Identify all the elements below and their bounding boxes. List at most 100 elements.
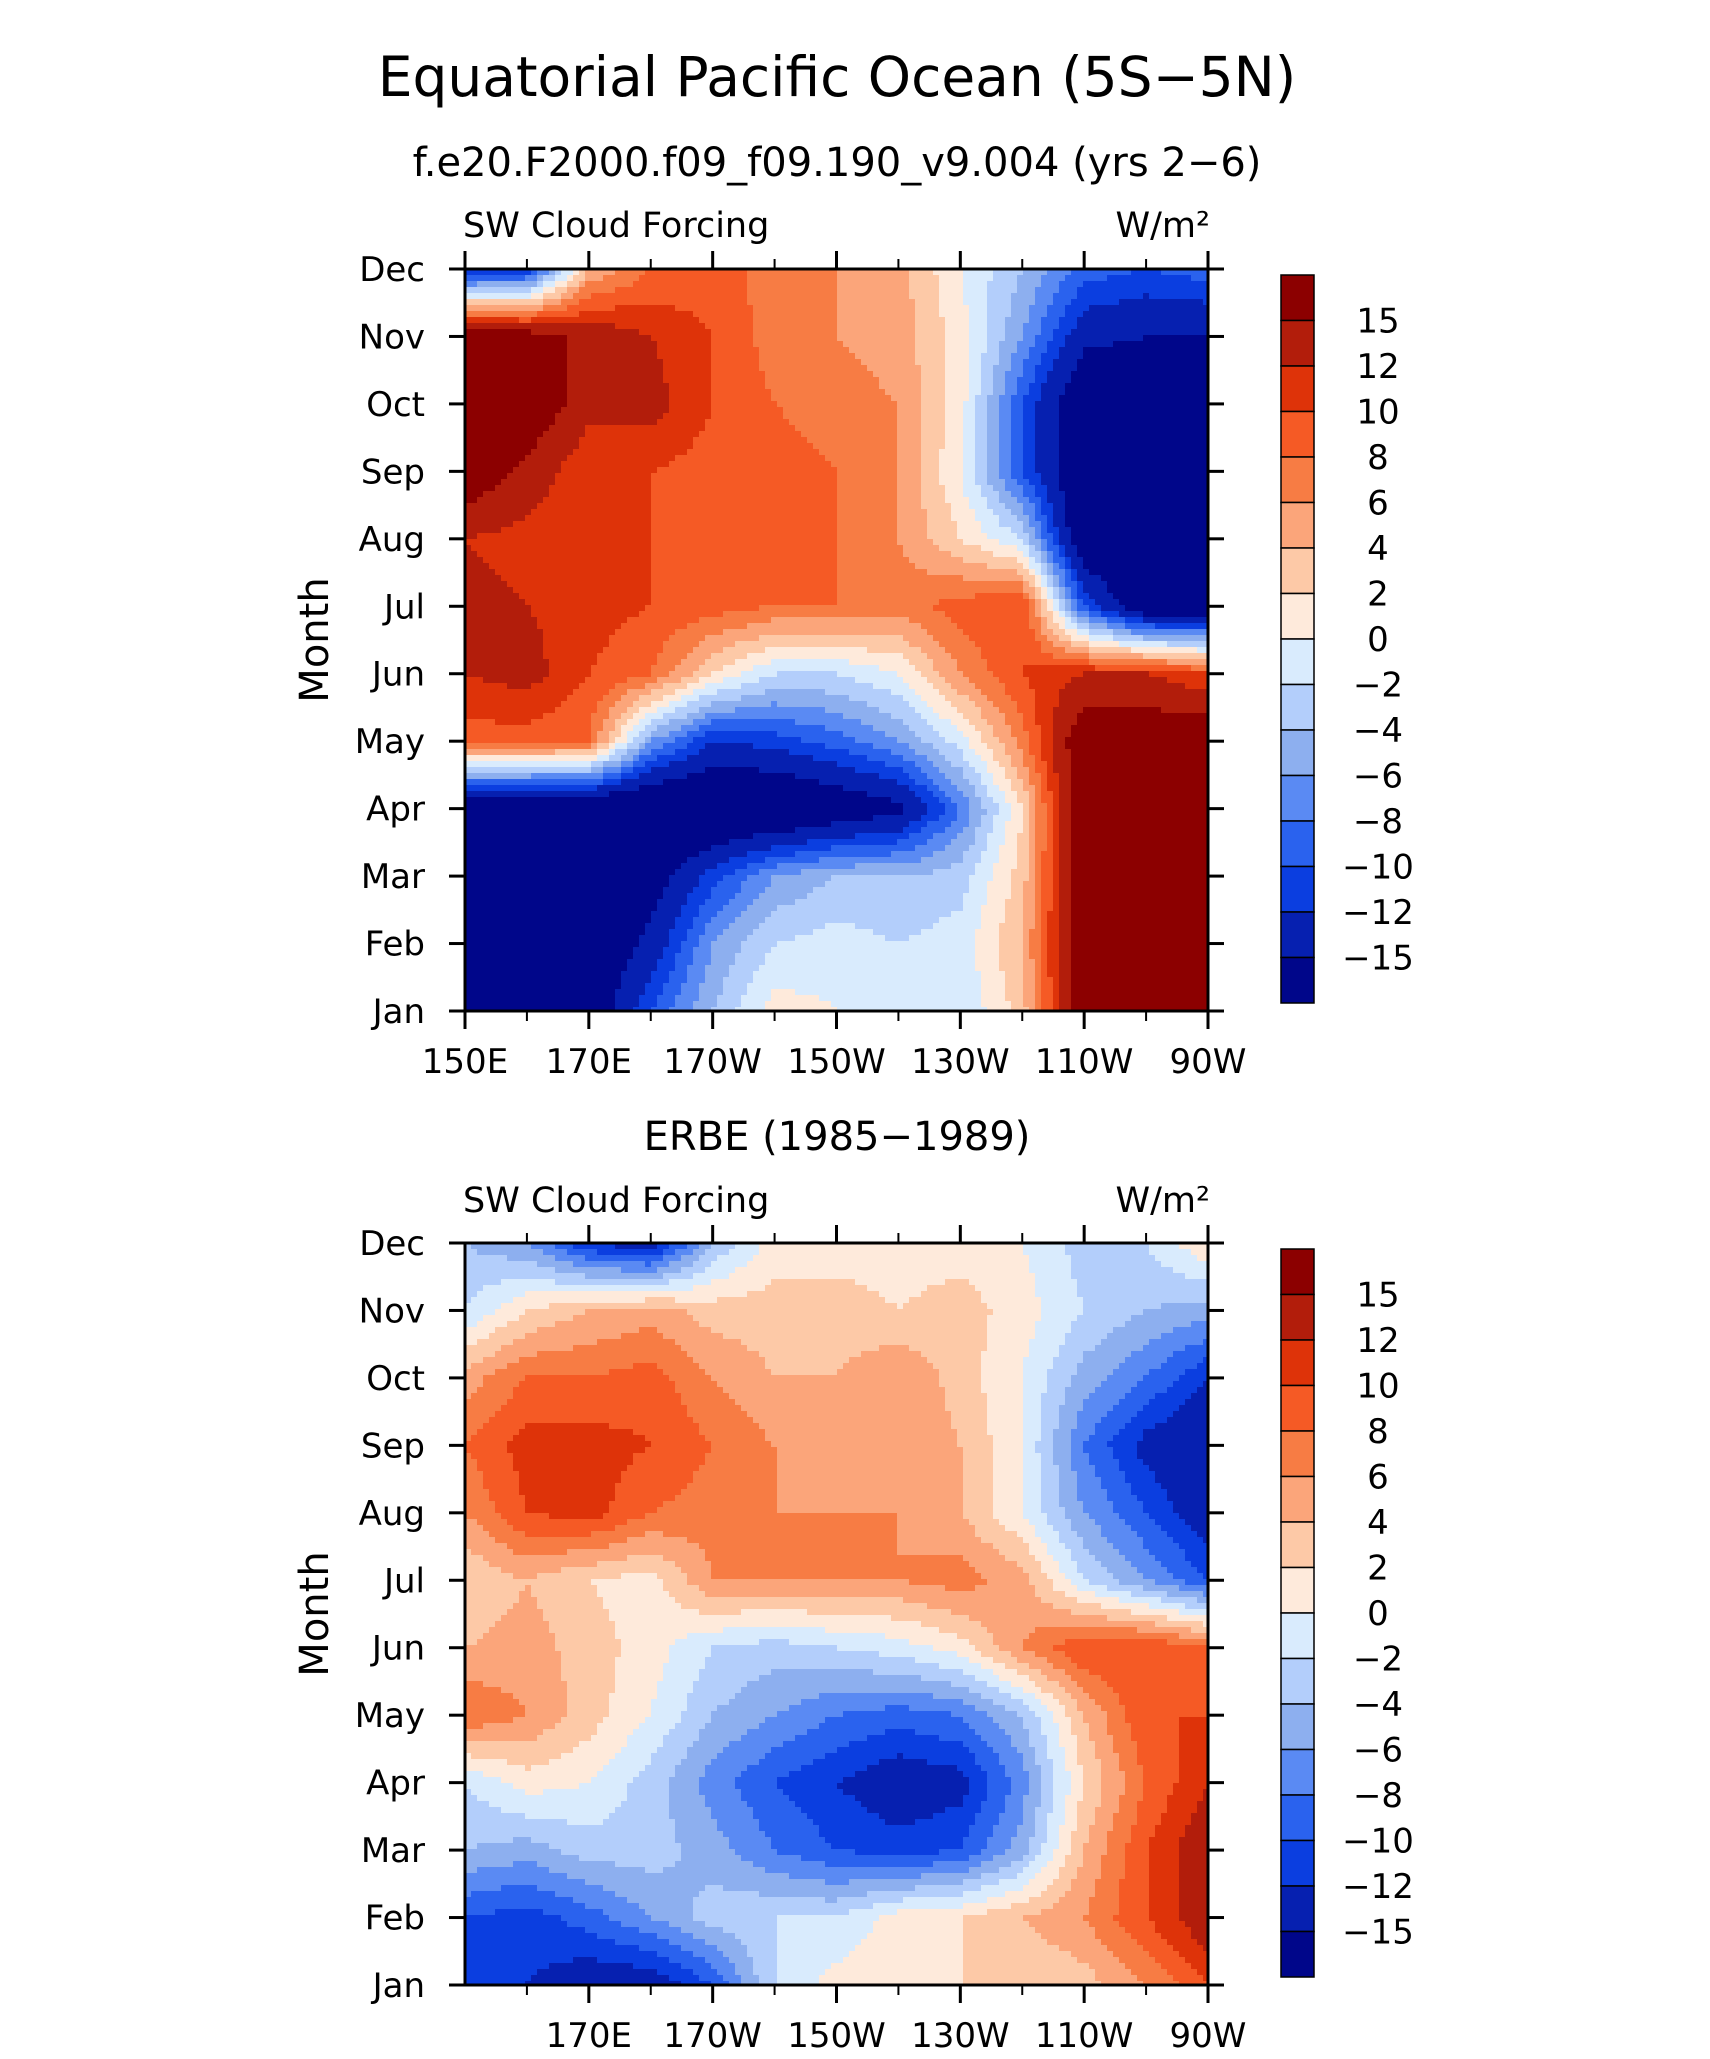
heatmap-cell [495, 455, 502, 462]
heatmap-cell [825, 413, 832, 420]
heatmap-cell [909, 383, 916, 390]
heatmap-cell [747, 389, 754, 396]
heatmap-cell [1023, 359, 1030, 366]
heatmap-cell [543, 287, 550, 294]
heatmap-cell [477, 335, 484, 342]
heatmap-cell [771, 377, 778, 384]
heatmap-cell [1077, 461, 1084, 468]
heatmap-cell [1035, 359, 1042, 366]
heatmap-cell [795, 293, 802, 300]
heatmap-cell [1143, 341, 1150, 348]
heatmap-cell [1083, 305, 1090, 312]
heatmap-cell [867, 341, 874, 348]
heatmap-cell [573, 353, 580, 360]
heatmap-cell [1143, 485, 1150, 492]
heatmap-cell [1035, 395, 1042, 402]
heatmap-cell [1161, 353, 1168, 360]
heatmap-cell [1143, 419, 1150, 426]
heatmap-cell [819, 293, 826, 300]
heatmap-cell [993, 341, 1000, 348]
heatmap-cell [663, 395, 670, 402]
heatmap-cell [963, 455, 970, 462]
heatmap-cell [621, 287, 628, 294]
heatmap-cell [645, 305, 652, 312]
heatmap-cell [753, 473, 760, 480]
heatmap-cell [1053, 485, 1060, 492]
heatmap-cell [1191, 287, 1198, 294]
heatmap-cell [807, 365, 814, 372]
heatmap-cell [645, 425, 652, 432]
heatmap-cell [1197, 413, 1204, 420]
heatmap-cell [1143, 467, 1150, 474]
heatmap-cell [753, 401, 760, 408]
heatmap-cell [1167, 269, 1174, 276]
heatmap-cell [591, 341, 598, 348]
heatmap-cell [1095, 467, 1102, 474]
heatmap-cell [615, 413, 622, 420]
heatmap-cell [483, 491, 490, 498]
heatmap-cell [1197, 383, 1204, 390]
contour-field [465, 269, 1208, 1011]
heatmap-cell [813, 395, 820, 402]
heatmap-cell [927, 377, 934, 384]
heatmap-cell [753, 281, 760, 288]
heatmap-cell [573, 461, 580, 468]
heatmap-cell [861, 281, 868, 288]
heatmap-cell [1185, 401, 1192, 408]
heatmap-cell [993, 395, 1000, 402]
heatmap-cell [849, 341, 856, 348]
heatmap-cell [873, 311, 880, 318]
heatmap-cell [987, 449, 994, 456]
heatmap-cell [855, 437, 862, 444]
heatmap-cell [1143, 437, 1150, 444]
heatmap-cell [555, 335, 562, 342]
heatmap-cell [1143, 323, 1150, 330]
heatmap-cell [597, 359, 604, 366]
heatmap-cell [873, 503, 880, 510]
heatmap-cell [531, 371, 538, 378]
heatmap-cell [483, 299, 490, 306]
heatmap-cell [939, 467, 946, 474]
heatmap-cell [741, 293, 748, 300]
heatmap-cell [1047, 419, 1054, 426]
heatmap-cell [915, 407, 922, 414]
heatmap-cell [813, 449, 820, 456]
heatmap-cell [957, 497, 964, 504]
heatmap-cell [987, 311, 994, 318]
heatmap-cell [1125, 395, 1132, 402]
heatmap-cell [489, 491, 496, 498]
heatmap-cell [867, 389, 874, 396]
heatmap-cell [669, 269, 676, 276]
heatmap-cell [597, 383, 604, 390]
heatmap-cell [783, 269, 790, 276]
heatmap-cell [1161, 455, 1168, 462]
heatmap-cell [849, 347, 856, 354]
heatmap-cell [1059, 419, 1066, 426]
heatmap-cell [741, 299, 748, 306]
heatmap-cell [675, 269, 682, 276]
heatmap-cell [1041, 281, 1048, 288]
heatmap-cell [603, 431, 610, 438]
heatmap-cell [801, 491, 808, 498]
heatmap-cell [927, 455, 934, 462]
heatmap-cell [567, 305, 574, 312]
heatmap-cell [819, 377, 826, 384]
heatmap-cell [759, 341, 766, 348]
heatmap-cell [1143, 461, 1150, 468]
heatmap-cell [1041, 329, 1048, 336]
heatmap-cell [981, 359, 988, 366]
heatmap-cell [777, 413, 784, 420]
heatmap-cell [903, 443, 910, 450]
heatmap-cell [1095, 323, 1102, 330]
heatmap-cell [603, 437, 610, 444]
heatmap-cell [1203, 491, 1208, 498]
heatmap-cell [861, 449, 868, 456]
heatmap-cell [495, 503, 502, 510]
heatmap-cell [1083, 485, 1090, 492]
heatmap-cell [489, 473, 496, 480]
heatmap-cell [519, 461, 526, 468]
heatmap-cell [987, 467, 994, 474]
heatmap-cell [1137, 317, 1144, 324]
heatmap-cell [867, 425, 874, 432]
heatmap-cell [747, 287, 754, 294]
